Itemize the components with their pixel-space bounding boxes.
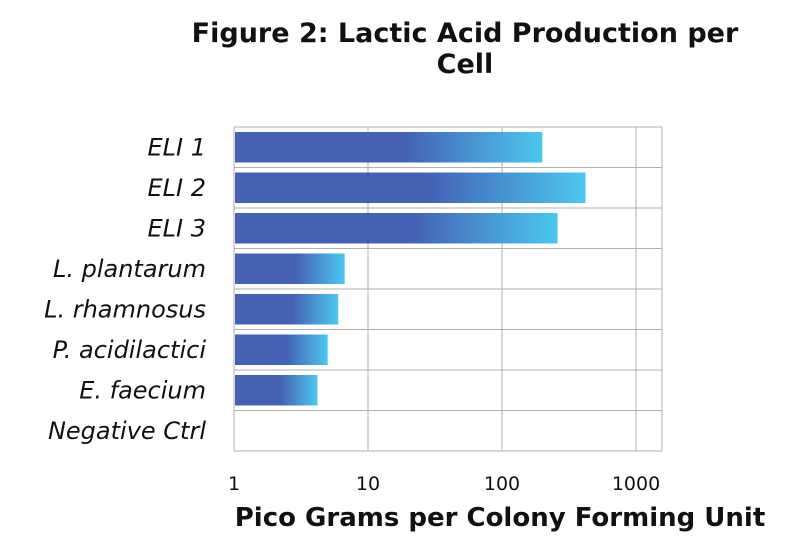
category-label: ELI 1 <box>147 133 206 161</box>
bar <box>235 213 558 244</box>
bar <box>235 375 318 406</box>
x-tick-label: 100 <box>484 473 520 495</box>
category-labels: ELI 1 ELI 2 ELI 3 L. plantarum L. rhamnosus P… <box>44 133 206 445</box>
bar <box>235 253 345 284</box>
bars <box>235 132 586 406</box>
category-label: L. rhamnosus <box>44 295 206 323</box>
x-tick-label: 1000 <box>612 473 660 495</box>
chart-title: Figure 2: Lactic Acid Production per Cel… <box>191 18 739 80</box>
bar <box>235 334 328 365</box>
x-axis-label: Pico Grams per Colony Forming Unit <box>234 503 766 533</box>
x-tick-labels: 1 10 100 1000 <box>228 473 660 495</box>
category-label: P. acidilactici <box>53 336 207 364</box>
bar <box>235 294 339 325</box>
category-label: L. plantarum <box>53 255 206 283</box>
category-label: E. faecium <box>79 376 206 404</box>
bar <box>235 132 543 163</box>
category-label: ELI 3 <box>147 214 206 242</box>
grid-lines <box>233 126 663 452</box>
category-label: ELI 2 <box>147 174 206 202</box>
bar <box>235 172 586 203</box>
x-tick-label: 1 <box>228 473 240 495</box>
x-tick-label: 10 <box>356 473 380 495</box>
category-label: Negative Ctrl <box>48 417 206 445</box>
